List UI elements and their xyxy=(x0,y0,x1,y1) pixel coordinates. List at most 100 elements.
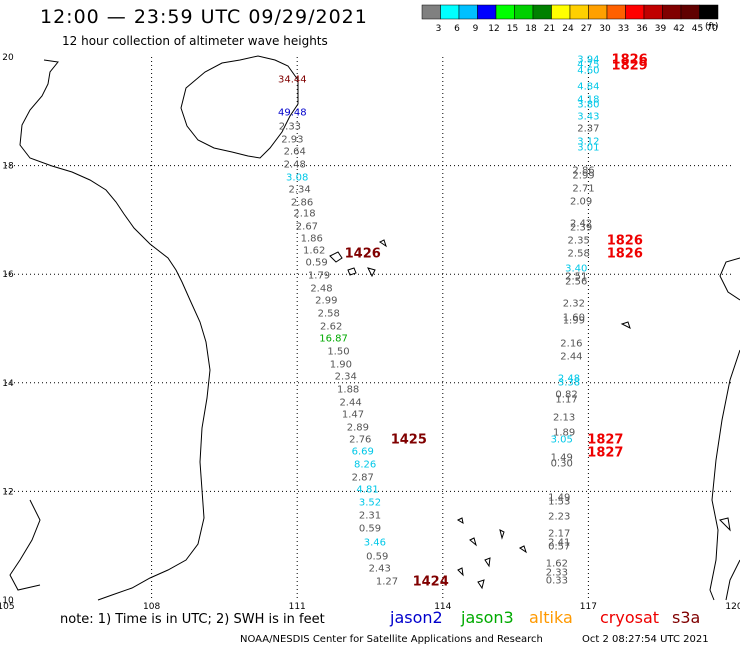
y-tick-label: 10 xyxy=(2,596,14,606)
wave-height-label: 2.86 xyxy=(290,197,314,209)
color-scale-tick: 21 xyxy=(544,24,555,34)
wave-height-label: 4.84 xyxy=(577,81,600,93)
axis-ticks: 105 108 111 114 117 120 20 18 16 14 12 10 xyxy=(0,53,740,612)
wave-height-label: 1.86 xyxy=(300,233,323,245)
credit-line: NOAA/NESDIS Center for Satellite Applica… xyxy=(240,634,543,645)
color-scale-tick: 15 xyxy=(507,24,518,34)
wave-height-label: 1.62 xyxy=(545,558,568,570)
wave-height-label: 3.08 xyxy=(286,172,309,184)
wave-height-label: 2.76 xyxy=(349,434,372,446)
wave-height-label: 0.30 xyxy=(550,458,573,470)
wave-height-label: 2.09 xyxy=(569,196,593,208)
wave-height-label: 2.17 xyxy=(548,528,571,540)
wave-height-label: 2.16 xyxy=(560,338,583,350)
wave-height-label: 2.43 xyxy=(368,563,391,575)
wave-height-label: 0.59 xyxy=(366,551,389,563)
wave-height-label: 3.12 xyxy=(577,136,600,148)
pass-time-label: 1424 xyxy=(412,574,449,590)
color-scale-bar: 3 6 9 12 15 18 21 24 27 30 33 36 39 42 45 70 xyxy=(421,4,719,34)
color-scale-tick: 3 xyxy=(436,24,442,34)
y-tick-label: 14 xyxy=(2,379,14,389)
color-scale-tick: 42 xyxy=(673,24,684,34)
coastline-layer xyxy=(9,55,740,601)
wave-height-label: 0.57 xyxy=(548,541,571,553)
color-scale-tick: 9 xyxy=(473,24,479,34)
wave-height-label: 1.90 xyxy=(329,359,353,371)
pass-time-label: 1425 xyxy=(390,432,427,448)
color-scale-tick: 6 xyxy=(454,24,460,34)
footnote: note: 1) Time is in UTC; 2) SWH is in fe… xyxy=(60,612,325,627)
paracel-islands xyxy=(329,239,387,278)
x-tick-label: 120 xyxy=(725,602,740,612)
philippines-coastline xyxy=(709,257,740,601)
color-scale-tick: 70 xyxy=(706,24,718,34)
graticule-grid xyxy=(6,57,734,600)
wave-height-label: 2.13 xyxy=(552,412,576,424)
y-tick-label: 18 xyxy=(2,162,14,172)
wave-height-label: 0.82 xyxy=(555,389,578,401)
legend-entry-cryosat: cryosat xyxy=(600,608,660,627)
color-scale-tick: 12 xyxy=(488,24,499,34)
wave-height-label: 2.93 xyxy=(281,134,304,146)
wave-height-label: 2.99 xyxy=(315,295,338,307)
wave-height-label: 4.75 xyxy=(577,59,600,71)
x-tick-label: 108 xyxy=(143,602,160,612)
wave-height-label: 6.69 xyxy=(351,446,374,458)
wave-height-label: 2.41 xyxy=(548,537,571,549)
color-scale-unit: (ft) xyxy=(705,22,719,32)
wave-height-label: 2.48 xyxy=(557,373,581,385)
wave-height-label: 2.58 xyxy=(317,308,340,320)
legend-entry-s3a: s3a xyxy=(672,608,701,627)
wave-height-label: 3.80 xyxy=(577,99,600,111)
wave-height-label: 1.27 xyxy=(375,576,399,588)
wave-height-label: 0.59 xyxy=(305,257,328,269)
wave-height-label: 34.44 xyxy=(278,74,307,86)
wave-height-label: 3.05 xyxy=(550,434,573,446)
generation-timestamp: Oct 2 08:27:54 UTC 2021 xyxy=(582,634,709,645)
color-swatch xyxy=(699,4,719,20)
legend-entry-jason2: jason2 xyxy=(390,608,443,627)
wave-height-label: 2.48 xyxy=(310,283,333,295)
x-tick-label: 114 xyxy=(434,602,451,612)
wave-height-label: 2.99 xyxy=(572,170,595,182)
color-scale-tick: 30 xyxy=(599,24,611,34)
wave-height-label: 3.46 xyxy=(363,537,386,549)
legend-entry-altika: altika xyxy=(529,608,573,627)
wave-height-label: 2.62 xyxy=(320,321,343,333)
wave-height-label: 16.87 xyxy=(319,333,348,345)
wave-height-label: 2.32 xyxy=(562,298,585,310)
color-scale-tick: 24 xyxy=(562,24,574,34)
wave-height-label: 1.62 xyxy=(303,245,326,257)
wave-height-label: 2.56 xyxy=(565,276,588,288)
color-scale-tick: 33 xyxy=(618,24,629,34)
wave-height-label: 1.53 xyxy=(548,496,571,508)
wave-height-label: 2.67 xyxy=(295,221,319,233)
pass-time-label: 1826 xyxy=(606,246,643,262)
wave-height-label: 2.87 xyxy=(351,472,374,484)
pass-time-label: 1827 xyxy=(587,432,624,448)
wave-height-label: 2.64 xyxy=(283,146,306,158)
color-scale-tick: 36 xyxy=(636,24,648,34)
wave-height-label: 4.60 xyxy=(577,65,600,77)
wave-height-label: 2.34 xyxy=(288,184,311,196)
wave-height-label: 4.81 xyxy=(356,484,379,496)
color-scale-tick: 27 xyxy=(581,24,592,34)
wave-height-label: 2.31 xyxy=(358,510,382,522)
wave-height-label: 3.43 xyxy=(577,111,600,123)
wave-height-label: 3.94 xyxy=(577,54,600,66)
wave-height-label: 1.47 xyxy=(341,409,365,421)
wave-height-label: 1.49 xyxy=(548,492,571,504)
pass-time-label: 1826 xyxy=(611,52,648,68)
wave-height-label: 1.99 xyxy=(562,315,585,327)
x-tick-label: 117 xyxy=(580,602,597,612)
spratly-islands xyxy=(456,517,527,590)
wave-height-label: 2.23 xyxy=(548,511,571,523)
wave-height-label: 2.37 xyxy=(577,123,600,135)
wave-height-label: 2.34 xyxy=(334,371,357,383)
page-subtitle: 12 hour collection of altimeter wave hei… xyxy=(62,34,328,48)
wave-height-label: 1.49 xyxy=(550,452,573,464)
wave-height-label: 1.79 xyxy=(307,270,331,282)
wave-height-label: 2.71 xyxy=(572,183,595,195)
wave-height-label: 0.59 xyxy=(358,523,382,535)
wave-height-label: 0.33 xyxy=(545,575,568,587)
